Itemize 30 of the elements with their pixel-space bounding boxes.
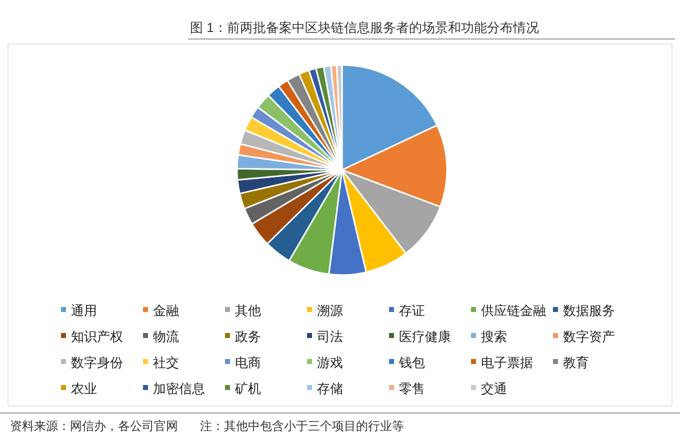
legend-label: 通用 [71,303,97,318]
legend-label: 电商 [235,355,261,370]
legend-label: 司法 [317,329,343,344]
legend-label: 游戏 [317,355,343,370]
legend-label: 社交 [153,355,179,370]
legend-label: 医疗健康 [399,329,451,344]
legend-label: 供应链金融 [481,303,546,318]
legend-label: 钱包 [398,355,425,370]
text: 注：其他中包含小于三个项目的行业等 [200,419,404,433]
legend-label: 政务 [235,329,261,344]
legend-label: 教育 [563,355,589,370]
legend-label: 存证 [399,303,425,318]
legend-label: 知识产权 [71,329,123,344]
legend-label: 农业 [71,381,97,396]
legend-label: 矿机 [234,381,261,396]
text: 资料来源：网信办，各公司官网 [10,419,178,433]
legend-label: 溯源 [317,303,343,318]
chart-title: 图 1：前两批备案中区块链信息服务者的场景和功能分布情况 [190,20,539,35]
legend-label: 搜索 [481,329,507,344]
legend-label: 物流 [153,329,179,344]
legend-label: 存储 [317,381,343,396]
legend-label: 金融 [153,303,179,318]
legend-label: 数据服务 [563,303,615,318]
legend-label: 零售 [399,381,425,396]
legend-label: 其他 [235,303,261,318]
legend-label: 加密信息 [153,381,205,396]
legend-label: 数字身份 [71,355,123,370]
legend-label: 电子票据 [481,355,533,370]
legend-label: 交通 [481,381,507,396]
legend-label: 数字资产 [563,329,615,344]
